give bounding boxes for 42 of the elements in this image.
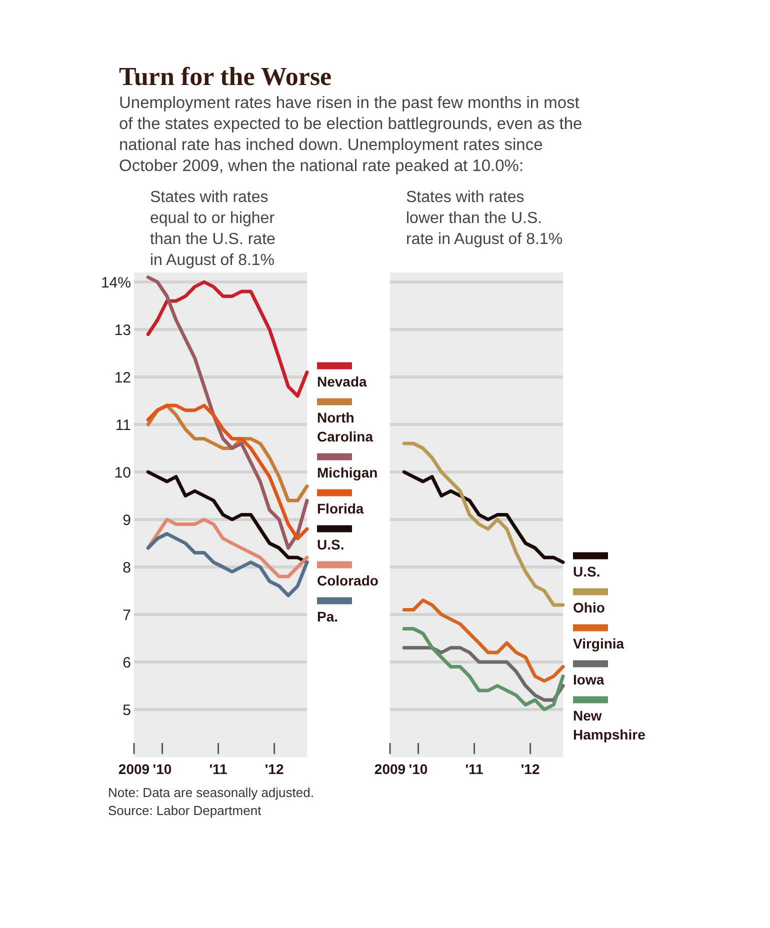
y-tick-label: 11: [115, 416, 131, 434]
line-series: [146, 532, 309, 598]
y-tick-label: 7: [122, 606, 131, 624]
legend-label: Florida: [317, 500, 364, 516]
x-tick-label: '10: [152, 761, 172, 777]
legend-label: U.S.: [317, 536, 344, 552]
x-tick-label: 2009: [374, 761, 406, 777]
line-series: [146, 404, 309, 540]
y-tick-label: 8: [122, 559, 131, 576]
legend-label: U.S.: [573, 563, 600, 580]
legend-label: New Hampshire: [573, 707, 646, 742]
legend-label: Ohio: [573, 599, 605, 616]
line-series: [146, 470, 309, 564]
line-series: [146, 518, 309, 578]
legend-label: Virginia: [573, 635, 624, 652]
y-tick-label: 14%: [100, 274, 131, 292]
legend-label: Pa.: [317, 608, 338, 624]
source-note: Source: Labor Department: [108, 803, 262, 818]
x-tick-label: '11: [465, 761, 484, 777]
legend-label: Nevada: [317, 373, 368, 390]
chart-title: Turn for the Worse: [119, 62, 332, 91]
x-tick-label: '12: [264, 761, 284, 777]
line-series: [146, 276, 309, 550]
legend-label: North Carolina: [317, 409, 374, 444]
y-tick-label: 10: [114, 464, 131, 482]
text: Note: Data are seasonally adjusted.: [108, 785, 314, 800]
x-tick-label: 2009: [118, 761, 150, 777]
legend-label: Michigan: [317, 464, 378, 480]
y-tick-label: 12: [114, 369, 131, 386]
y-tick-label: 9: [122, 512, 131, 529]
text: States with rates equal to or higher than the U.S. rate in August of 8.1%: [150, 189, 276, 269]
x-tick-label: '10: [408, 761, 428, 777]
legend-label: Iowa: [573, 671, 604, 688]
legend-label: Colorado: [317, 572, 378, 588]
text: States with rates lower than the U.S. rate in August of 8.1%: [406, 189, 563, 248]
text: Unemployment rates have risen in the past few months in most of the states expected to be election battlegrounds, even as the national rate has inched down. Unemployment rates since October 2009, when the national rate peaked at 10.0%:: [119, 94, 582, 175]
y-tick-label: 6: [122, 654, 131, 672]
line-series: [146, 280, 309, 398]
x-tick-label: '11: [209, 761, 228, 777]
y-tick-label: 5: [122, 702, 131, 719]
x-tick-label: '12: [520, 761, 540, 777]
y-tick-label: 13: [114, 322, 131, 339]
